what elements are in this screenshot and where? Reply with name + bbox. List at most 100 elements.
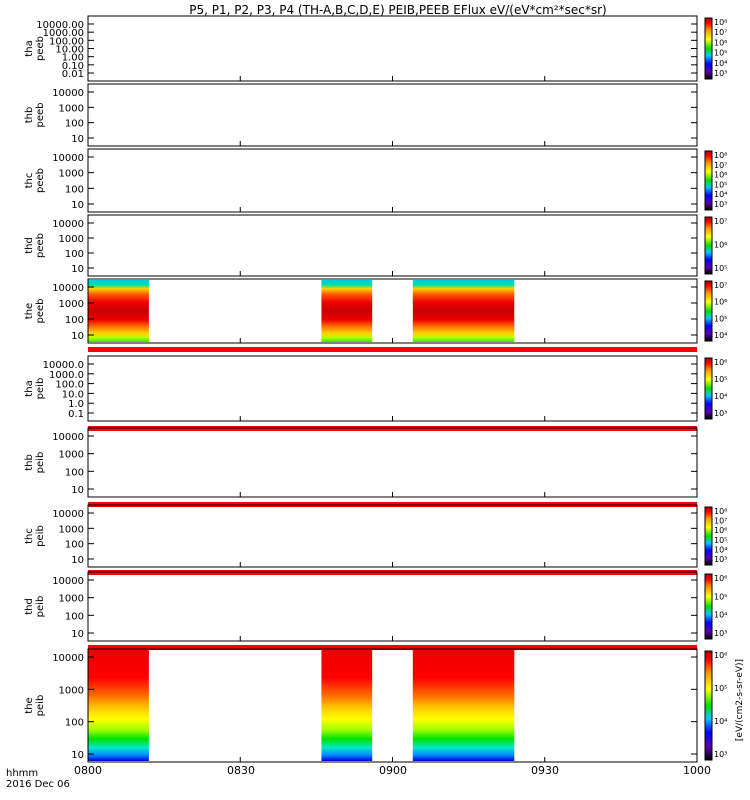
y-tick-label: 100.00 [49,36,84,47]
y-axis-label: the [24,697,35,713]
y-tick-label: 10 [71,134,84,145]
flag-strip [88,347,697,352]
y-tick-label: 0.1 [68,409,84,420]
panel-frame [87,15,698,82]
y-tick-label: 100.0 [55,380,84,391]
colorbar-tick-label: 10³ [714,200,727,209]
y-tick-label: 100 [65,611,84,622]
panel-frame [87,427,698,498]
y-axis-label: peeb [35,36,46,61]
colorbar-tick-label: 10⁸ [714,18,727,27]
y-axis-label: peib [35,378,46,400]
y-tick-label: 10.00 [55,45,84,56]
colorbar-tick-label: 10⁶ [714,38,727,47]
y-tick-label: 10000 [52,283,84,294]
colorbar-tick-label: 10⁷ [714,161,727,170]
colorbar-tick-label: 10⁷ [714,517,727,526]
y-axis-label: peeb [35,299,46,324]
colorbar-tick-label: 10⁵ [714,592,727,601]
y-tick-label: 10000 [52,432,84,443]
y-tick-label: 0.10 [62,61,84,72]
y-tick-label: 1000 [59,524,84,535]
colorbar [704,17,713,80]
colorbar-tick-label: 10⁷ [714,28,727,37]
colorbar-tick-label: 10⁴ [714,717,727,726]
y-axis-label: peib [35,452,46,474]
y-tick-label: 10 [71,629,84,640]
flag-strip [88,645,697,650]
y-tick-label: 10.0 [62,389,84,400]
colorbar [704,650,713,761]
y-tick-label: 1.00 [62,53,84,64]
y-tick-label: 10 [71,485,84,496]
y-tick-label: 100 [65,249,84,260]
y-tick-label: 10 [71,750,84,761]
y-axis-label: tha [24,40,35,56]
y-tick-label: 100 [65,540,84,551]
y-axis-label: thc [24,173,35,189]
panel-frame [87,571,698,642]
panel-frame [87,214,698,277]
y-axis-label: peib [35,525,46,547]
colorbar [704,506,713,566]
y-tick-label: 1.0 [68,399,84,410]
y-tick-label: 1000 [59,103,84,114]
y-axis-label: peeb [35,233,46,258]
y-tick-label: 1000 [59,594,84,605]
y-tick-label: 1000.00 [43,28,84,39]
y-tick-label: 10000 [52,653,84,664]
heatmap-segment [88,650,149,761]
colorbar-tick-label: 10³ [714,555,727,564]
colorbar-tick-label: 10⁶ [714,358,727,367]
heatmap-segment [412,280,515,342]
colorbar-tick-label: 10⁸ [714,151,727,160]
x-tick-label: 0800 [74,764,102,777]
colorbar-tick-label: 10⁷ [714,217,727,226]
colorbar-tick-label: 10⁶ [714,298,727,307]
colorbar [704,216,713,275]
x-tick-label: 0930 [531,764,559,777]
y-tick-label: 1000 [59,299,84,310]
colorbar-tick-label: 10⁵ [714,180,727,189]
y-tick-label: 10 [71,555,84,566]
colorbar-tick-label: 10⁴ [714,190,727,199]
time-format-label: hhmm [6,768,38,779]
heatmap-segment [88,280,149,342]
y-tick-label: 1000.0 [49,370,84,381]
colorbar-tick-label: 10⁷ [714,281,727,290]
y-tick-label: 10 [71,200,84,211]
colorbar-unit-label: [eV/(cm2-s-sr-eV)] [735,659,745,741]
panel-frame [87,148,698,213]
colorbar-tick-label: 10⁵ [714,314,727,323]
panel-frame [87,504,698,568]
y-tick-label: 10000 [52,153,84,164]
y-tick-label: 100 [65,467,84,478]
x-axis: 0800 0830 0900 0930 1000 hhmm 2016 Dec 0… [6,764,711,790]
panel-frame [87,355,698,422]
y-tick-label: 1000 [59,685,84,696]
heatmap-segment [321,650,373,761]
y-tick-label: 10000 [52,88,84,99]
y-tick-label: 100 [65,184,84,195]
colorbar-tick-label: 10³ [714,629,727,638]
y-axis-label: thc [24,528,35,544]
y-tick-label: 10000.0 [43,360,84,371]
panel-frame [87,278,698,344]
colorbar-tick-label: 10⁴ [714,392,727,401]
colorbar-tick-label: 10⁴ [714,545,727,554]
x-tick-label: 1000 [683,764,711,777]
y-tick-label: 100 [65,119,84,130]
y-axis-label: tha [24,380,35,396]
colorbar-tick-label: 10⁶ [714,171,727,180]
y-tick-label: 10000 [52,219,84,230]
y-tick-label: 10 [71,331,84,342]
colorbar-tick-label: 10⁵ [714,264,727,273]
date-label: 2016 Dec 06 [6,779,70,790]
colorbar-tick-label: 10⁵ [714,536,727,545]
colorbar [704,357,713,420]
y-tick-label: 100 [65,718,84,729]
y-axis-label: thd [24,598,35,615]
colorbar-tick-label: 10³ [714,409,727,418]
